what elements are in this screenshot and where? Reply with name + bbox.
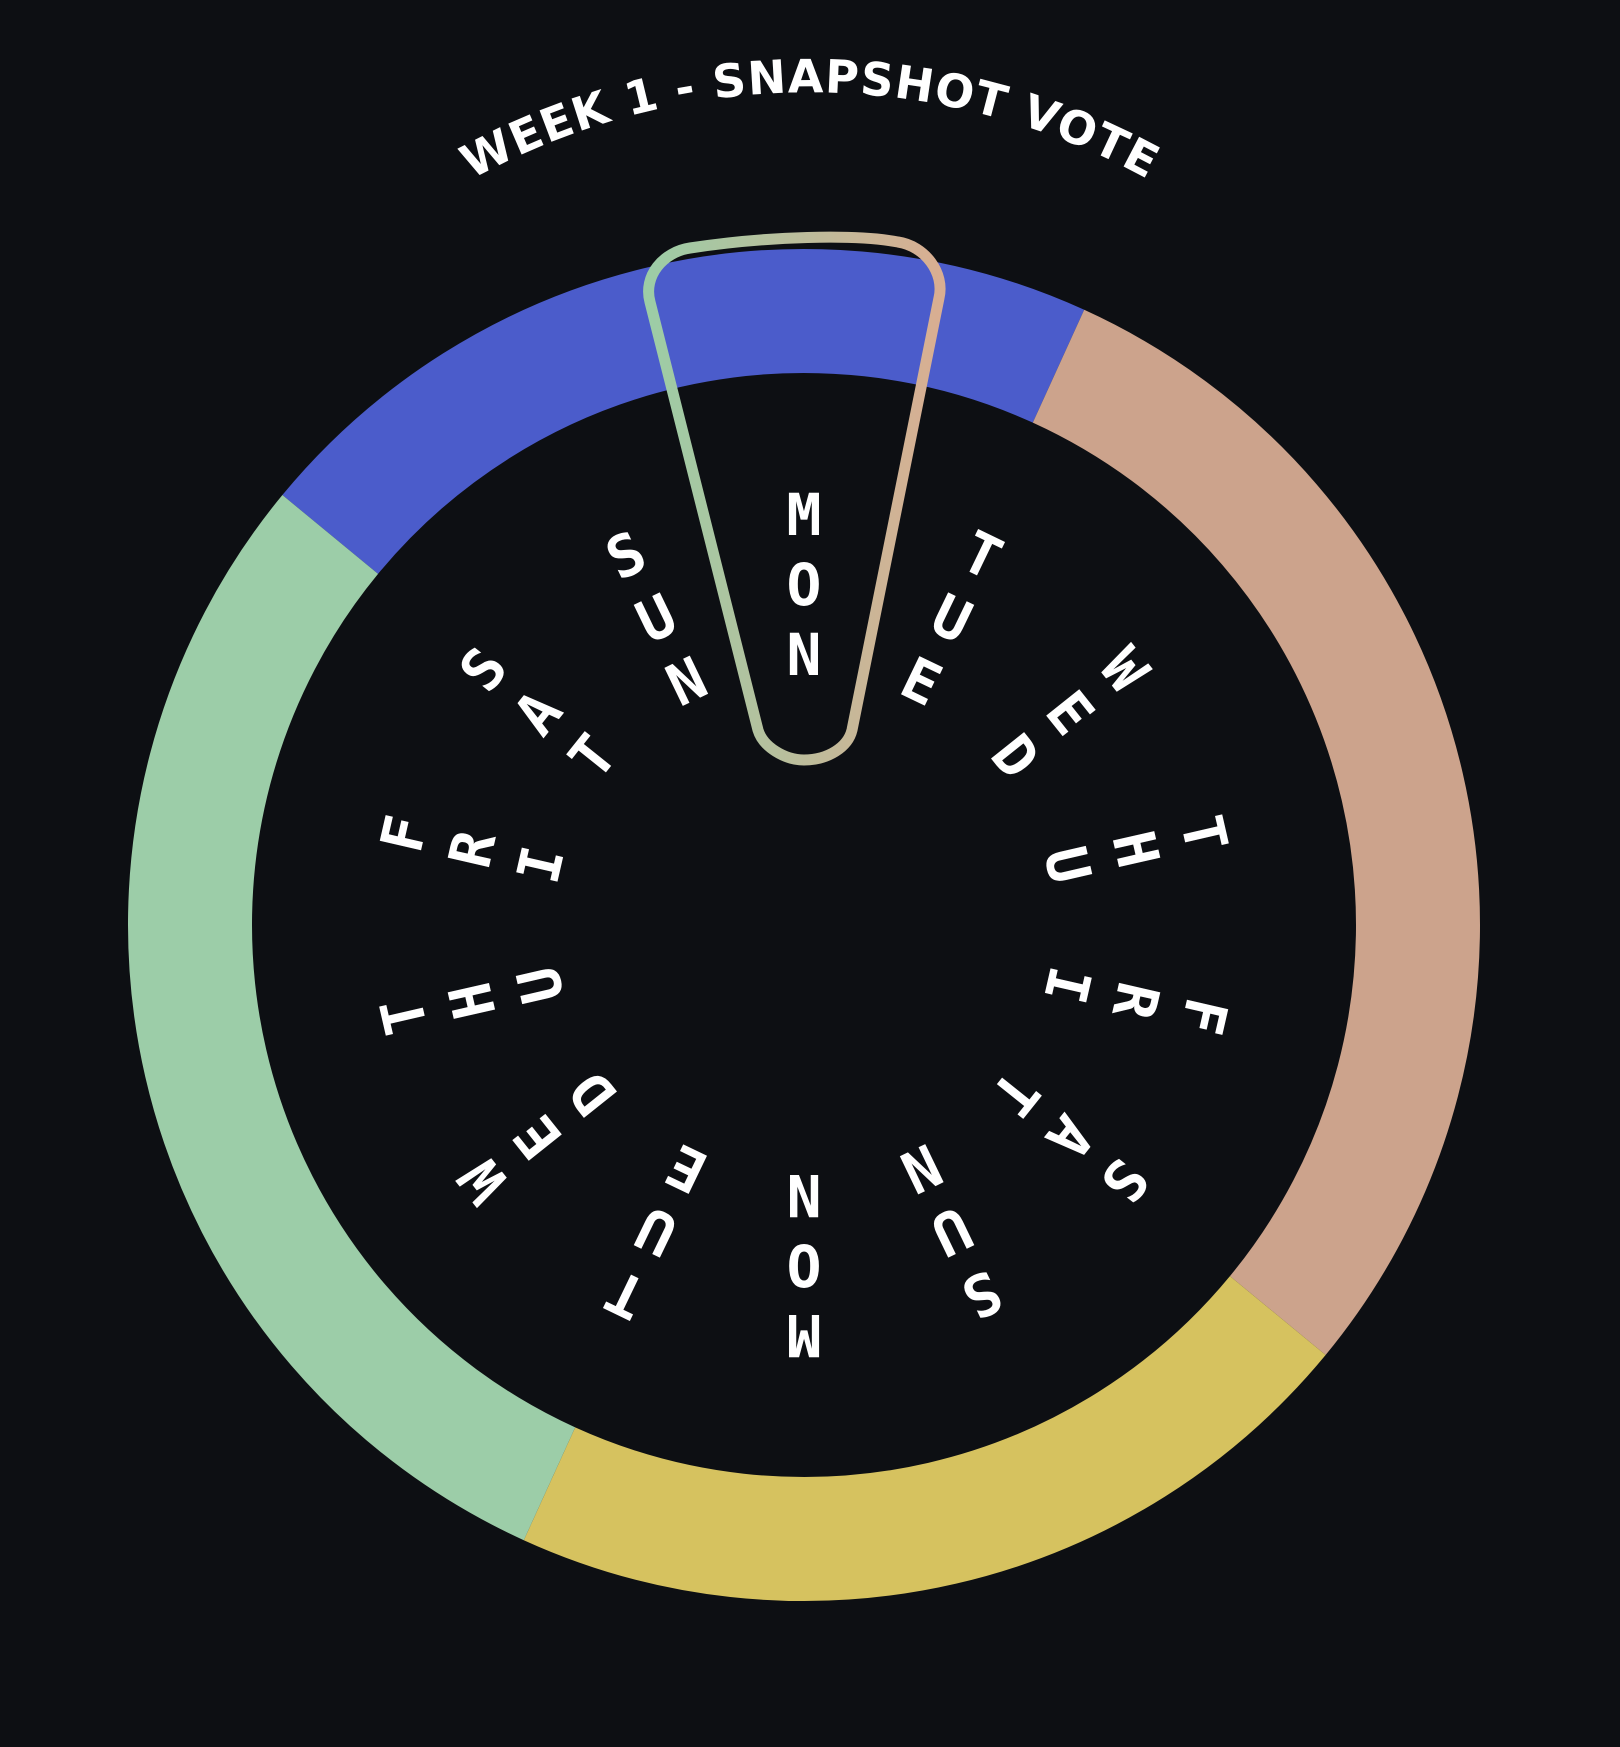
day-label-1-letter: N	[787, 621, 822, 689]
day-label-1: MON	[787, 481, 822, 689]
pointer-selector[interactable]	[643, 231, 946, 766]
ring-segment-3	[523, 1275, 1326, 1601]
ring-segment-2	[1032, 309, 1480, 1355]
day-label-8-letter: O	[787, 1231, 822, 1299]
day-label-8-letter: M	[787, 1301, 822, 1369]
day-label-8: MON	[787, 1161, 822, 1369]
day-label-1-letter: M	[787, 481, 822, 549]
day-label-8-letter: N	[787, 1161, 822, 1229]
ring-segments	[128, 249, 1480, 1601]
day-label-1-letter: O	[787, 551, 822, 619]
ring-segment-1	[282, 249, 1085, 575]
ring-segment-4	[128, 495, 576, 1541]
